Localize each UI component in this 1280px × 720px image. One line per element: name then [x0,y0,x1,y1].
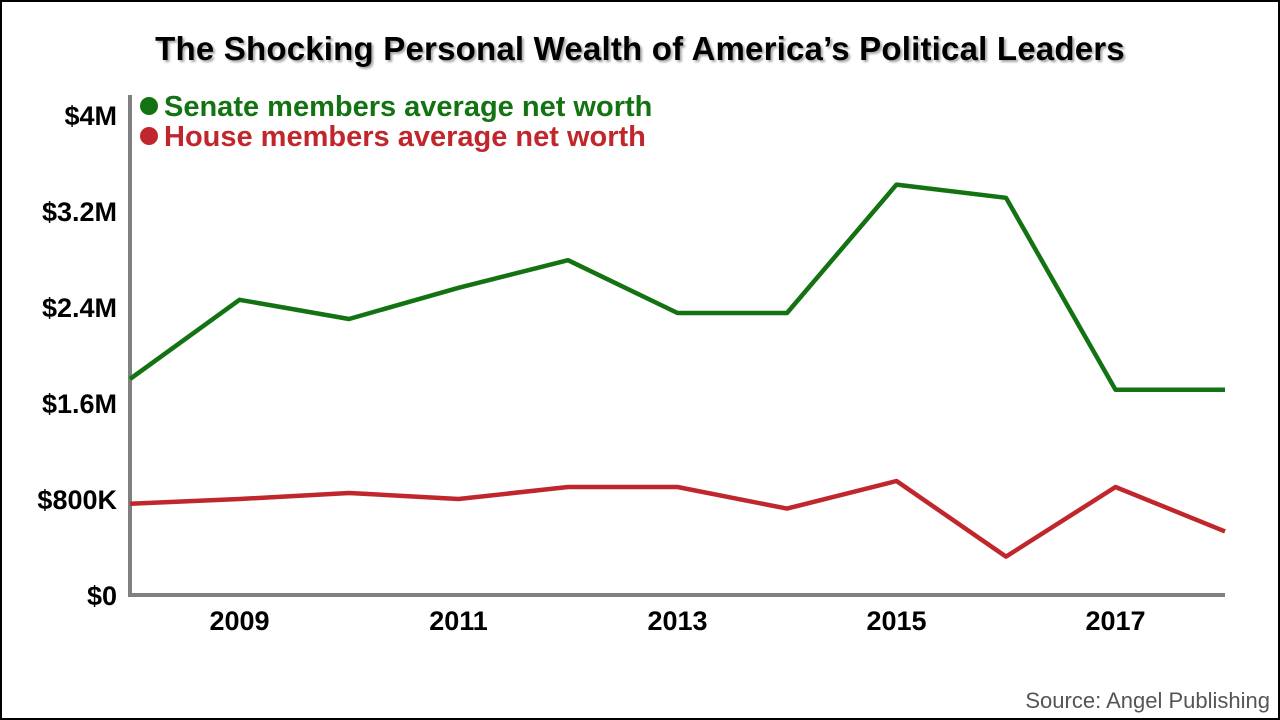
y-tick-label: $800K [37,485,117,515]
x-tick-label: 2013 [647,606,707,636]
chart-title: The Shocking Personal Wealth of America’… [155,30,1125,67]
legend-marker [140,97,158,115]
x-tick-label: 2009 [209,606,269,636]
x-tick-label: 2015 [866,606,926,636]
legend-label: House members average net worth [164,121,646,153]
house-series-line [129,478,1226,559]
x-tick-label: 2011 [429,606,488,636]
y-tick-labels: $0 $800K $1.6M $2.4M $3.2M $4M [37,101,117,611]
senate-series-line [128,182,1225,393]
series-lines [128,182,1226,559]
y-tick-label: $3.2M [42,197,117,227]
y-tick-label: $2.4M [42,293,117,323]
y-tick-label: $1.6M [42,389,117,419]
axes [128,95,1225,597]
source-note: Source: Angel Publishing [1025,688,1270,713]
y-tick-label: $0 [87,581,117,611]
x-tick-labels: 2009 2011 2013 2015 2017 [209,606,1145,636]
y-tick-label: $4M [64,101,117,131]
legend-label: Senate members average net worth [164,91,652,123]
x-tick-label: 2017 [1085,606,1145,636]
legend-marker [140,127,158,145]
